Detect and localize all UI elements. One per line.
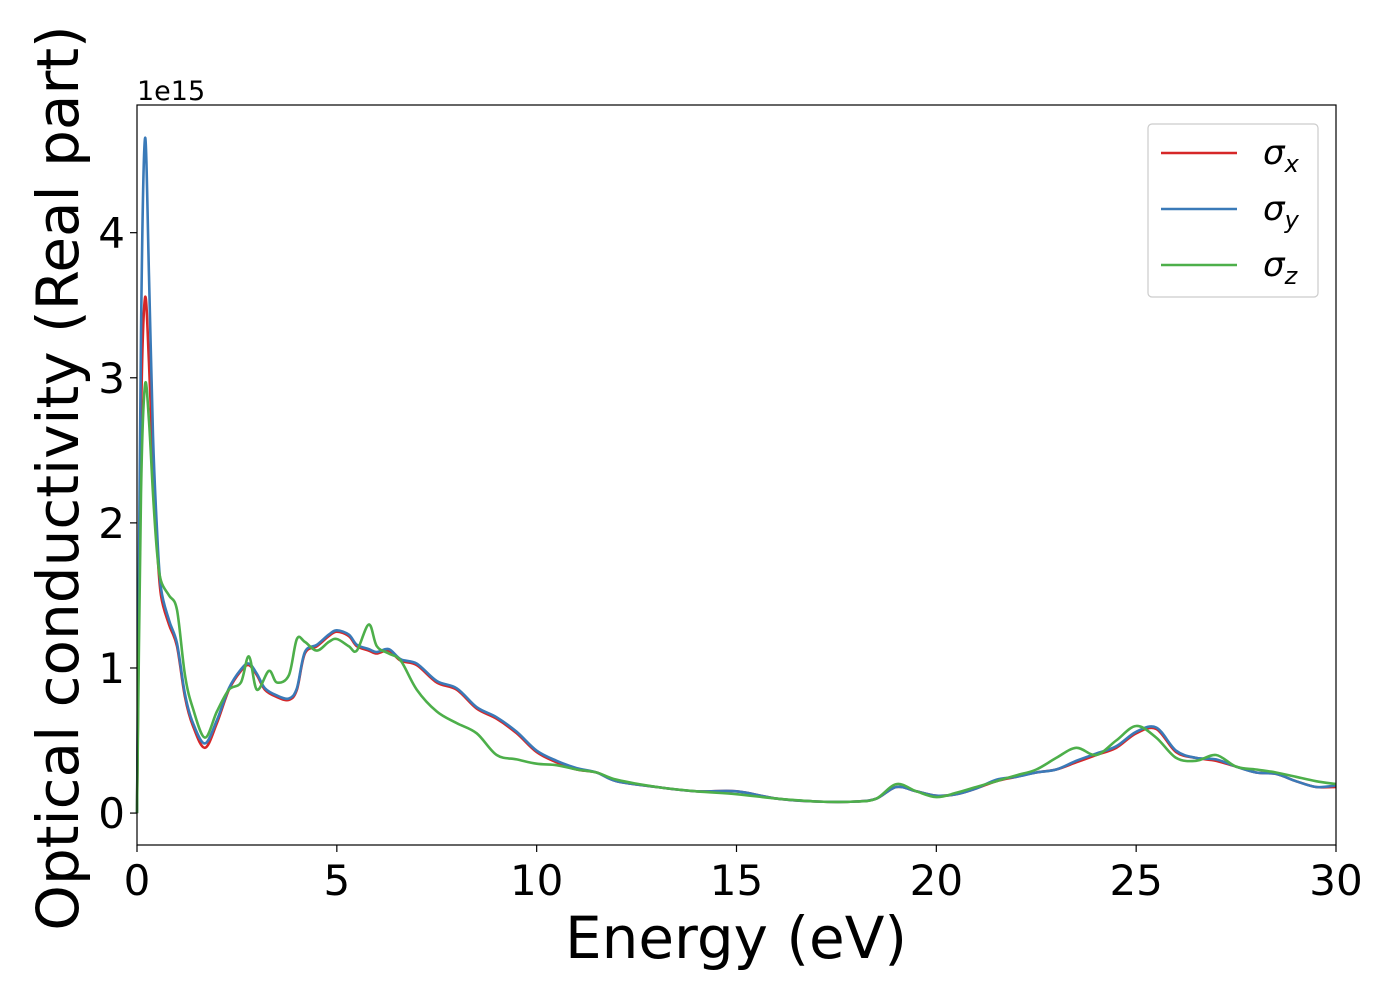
- x-tick-label: 15: [710, 856, 763, 905]
- x-axis-label: Energy (eV): [565, 904, 907, 972]
- legend-label-z: σz: [1263, 245, 1299, 290]
- y-axis-label: Optical conductivity (Real part): [24, 25, 92, 930]
- y-tick-label: 4: [98, 209, 125, 258]
- x-axis-ticks: 0 5 10 15 20 25 30: [124, 845, 1363, 905]
- x-tick-label: 30: [1309, 856, 1362, 905]
- series-line-y: [135, 136, 1337, 814]
- y-tick-label: 1: [98, 644, 125, 693]
- y-tick-label: 2: [98, 499, 125, 548]
- y-axis-ticks: 0 1 2 3 4: [98, 209, 137, 838]
- legend-label-x: σx: [1263, 133, 1300, 178]
- x-tick-label: 20: [910, 856, 963, 905]
- y-offset-label: 1e15: [137, 76, 205, 107]
- legend-label-y: σy: [1263, 189, 1300, 234]
- x-tick-label: 5: [323, 856, 350, 905]
- series-layer: [135, 136, 1337, 814]
- legend: σx σy σz: [1147, 123, 1319, 298]
- y-tick-label: 0: [98, 789, 125, 838]
- x-tick-label: 25: [1109, 856, 1162, 905]
- legend-box: [1147, 123, 1319, 298]
- series-line-z: [135, 381, 1337, 814]
- y-tick-label: 3: [98, 354, 125, 403]
- x-tick-label: 10: [510, 856, 563, 905]
- x-tick-label: 0: [124, 856, 151, 905]
